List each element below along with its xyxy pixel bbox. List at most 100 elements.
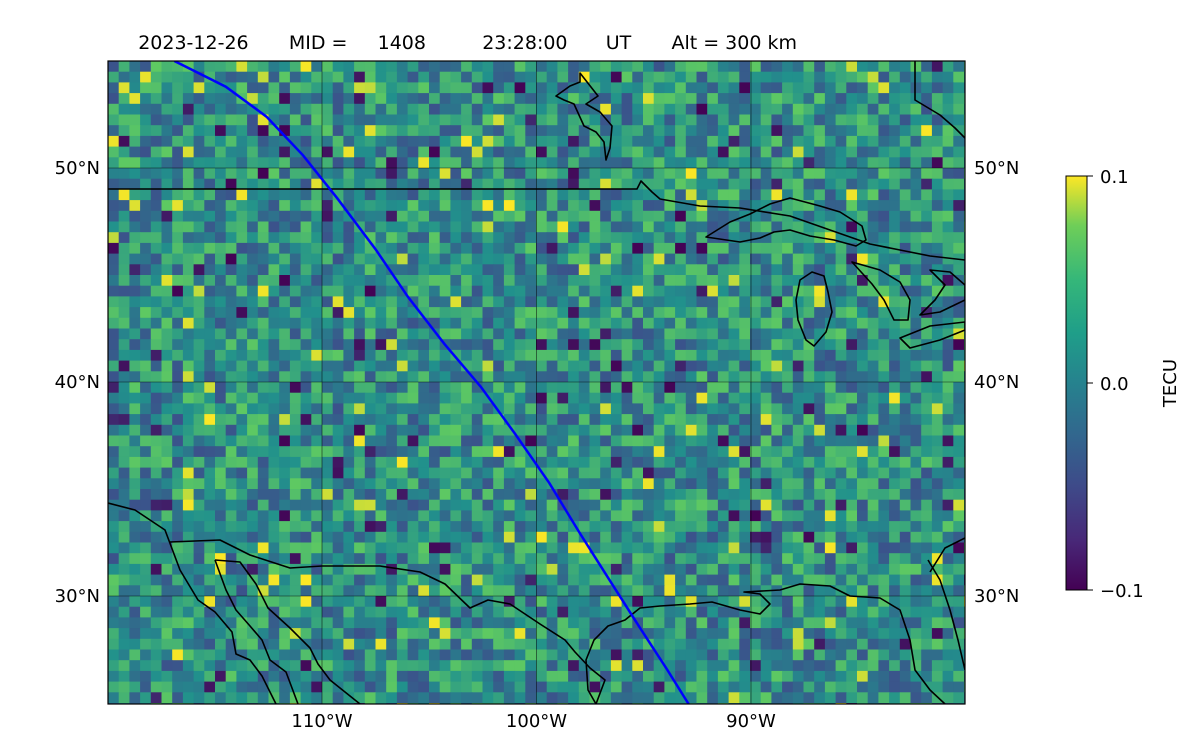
tec-cell <box>161 510 173 522</box>
tec-cell <box>279 200 291 212</box>
tec-cell <box>161 125 173 137</box>
tec-cell <box>621 71 633 83</box>
tec-cell <box>803 606 815 618</box>
tec-cell <box>396 489 409 501</box>
tec-cell <box>685 670 698 683</box>
tec-cell <box>546 403 558 415</box>
tec-cell <box>343 371 355 383</box>
tec-cell <box>953 670 965 683</box>
tec-cell <box>322 157 334 169</box>
tec-cell <box>707 264 719 276</box>
tec-cell <box>696 392 708 404</box>
tec-cell <box>557 649 569 661</box>
tec-cell <box>717 200 730 212</box>
tec-cell <box>568 681 580 693</box>
tec-cell <box>289 168 302 180</box>
tec-cell <box>364 596 377 608</box>
tec-cell <box>739 596 751 608</box>
tec-cell <box>568 456 580 469</box>
tec-cell <box>343 638 355 651</box>
tec-cell <box>418 71 430 83</box>
tec-cell <box>525 617 537 629</box>
tec-cell <box>867 296 879 308</box>
tec-cell <box>771 125 783 137</box>
tec-cell <box>118 264 130 276</box>
tec-cell <box>289 339 302 351</box>
tec-cell <box>568 382 580 394</box>
tec-cell <box>675 456 687 469</box>
tec-cell <box>728 157 740 169</box>
tec-cell <box>247 360 259 372</box>
tec-cell <box>846 285 858 297</box>
tec-cell <box>910 135 922 148</box>
tec-cell <box>407 157 419 169</box>
tec-cell <box>471 606 484 618</box>
tec-cell <box>236 703 248 704</box>
tec-cell <box>782 531 794 544</box>
tec-cell <box>889 135 901 148</box>
tec-cell <box>610 392 623 404</box>
tec-cell <box>536 681 548 693</box>
tec-cell <box>910 467 922 479</box>
tec-cell <box>931 328 944 340</box>
tec-cell <box>482 617 494 629</box>
colorbar-tick-label-max: 0.1 <box>1100 167 1129 188</box>
tec-cell <box>364 478 377 490</box>
tec-cell <box>386 146 398 158</box>
tec-cell <box>964 638 965 651</box>
tec-cell <box>846 585 858 597</box>
tec-cell <box>193 414 205 426</box>
tec-cell <box>332 553 344 565</box>
tec-cell <box>814 489 826 501</box>
tec-cell <box>610 467 623 479</box>
tec-cell <box>546 617 558 629</box>
tec-cell <box>942 328 954 340</box>
tec-cell <box>664 178 676 190</box>
tec-cell <box>707 317 719 330</box>
tec-cell <box>803 435 815 447</box>
tec-cell <box>664 392 676 404</box>
tec-cell <box>140 114 152 126</box>
tec-cell <box>503 189 516 201</box>
tec-cell <box>621 531 633 544</box>
tec-cell <box>215 242 227 255</box>
tec-cell <box>728 253 740 265</box>
tec-cell <box>343 61 355 73</box>
tec-cell <box>685 703 698 704</box>
tec-cell <box>600 232 612 244</box>
tec-cell <box>964 574 965 586</box>
tec-cell <box>215 585 227 597</box>
tec-cell <box>525 360 537 372</box>
tec-cell <box>375 103 387 116</box>
tec-cell <box>150 563 163 576</box>
tec-cell <box>429 200 441 212</box>
tec-cell <box>899 232 912 244</box>
tec-cell <box>835 435 847 447</box>
tec-cell <box>215 232 227 244</box>
tec-cell <box>493 82 505 94</box>
tec-cell <box>792 553 805 565</box>
tec-cell <box>536 200 548 212</box>
tec-cell <box>685 456 698 469</box>
tec-cell <box>161 61 173 73</box>
tec-cell <box>546 531 558 544</box>
tec-cell <box>760 232 772 244</box>
tec-cell <box>643 242 655 255</box>
tec-cell <box>653 210 665 223</box>
tec-cell <box>643 125 655 137</box>
tec-cell <box>664 489 676 501</box>
tec-cell <box>814 446 826 458</box>
tec-cell <box>632 531 644 544</box>
tec-cell <box>921 403 933 415</box>
tec-cell <box>568 638 580 651</box>
tec-cell <box>471 456 484 469</box>
tec-cell <box>707 146 719 158</box>
tec-cell <box>557 531 569 544</box>
tec-cell <box>268 563 280 576</box>
tec-cell <box>824 285 837 297</box>
tec-cell <box>407 435 419 447</box>
tec-cell <box>375 275 387 287</box>
tec-cell <box>450 553 462 565</box>
tec-cell <box>461 221 473 233</box>
tec-cell <box>589 628 601 640</box>
